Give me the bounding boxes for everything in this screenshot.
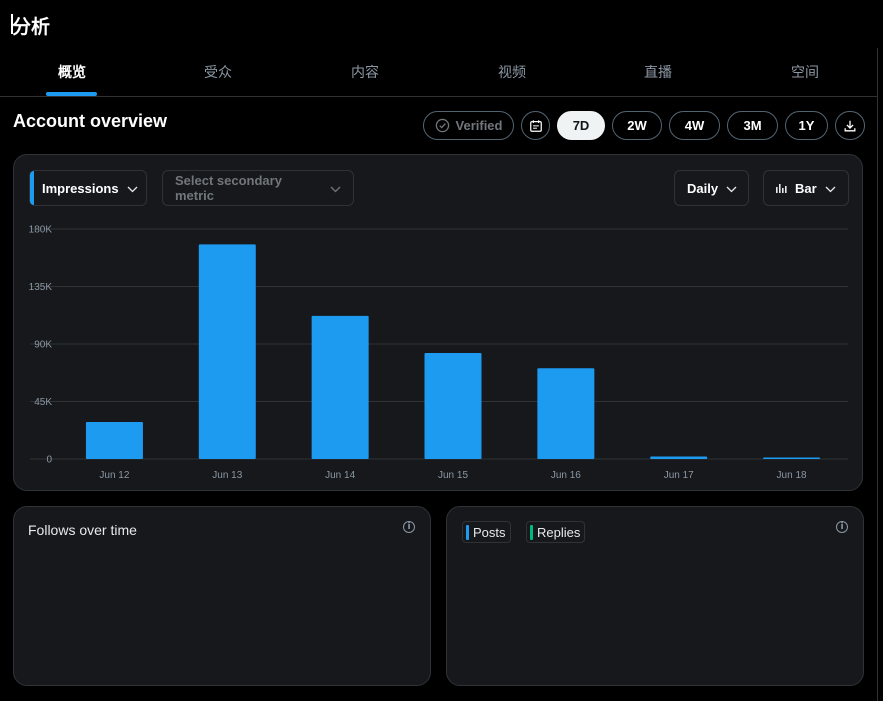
range-3m-button[interactable]: 3M: [727, 111, 778, 140]
y-tick-label: 90K: [34, 340, 52, 351]
chart-type-dropdown[interactable]: Bar: [763, 170, 849, 206]
range-1y-button[interactable]: 1Y: [785, 111, 828, 140]
verified-label: Verified: [455, 118, 503, 133]
legend-posts[interactable]: Posts: [462, 521, 511, 543]
tab-video[interactable]: 视频: [498, 64, 526, 80]
calendar-icon: [529, 119, 543, 133]
chart-type-label: Bar: [795, 180, 817, 196]
metric-color-indicator: [30, 171, 34, 205]
bar-jun-13: [198, 244, 256, 459]
x-tick-label: Jun 13: [212, 470, 242, 481]
bar-jun-15: [424, 352, 482, 459]
chevron-down-icon: [825, 181, 836, 196]
x-tick-label: Jun 17: [664, 470, 694, 481]
legend-replies[interactable]: Replies: [526, 521, 586, 543]
bar-chart-icon: [776, 181, 787, 196]
legend-swatch: [466, 524, 469, 540]
download-button[interactable]: [835, 111, 865, 140]
active-tab-indicator: [46, 92, 97, 96]
legend-label: Replies: [537, 524, 581, 540]
tab-content[interactable]: 内容: [351, 64, 379, 80]
x-tick-label: Jun 15: [438, 470, 468, 481]
follows-card-title: Follows over time: [28, 522, 137, 538]
range-7d-button[interactable]: 7D: [557, 111, 605, 140]
primary-metric-label: Impressions: [42, 180, 119, 196]
legend-label: Posts: [473, 524, 506, 540]
range-4w-button[interactable]: 4W: [669, 111, 720, 140]
follows-card: [13, 506, 431, 686]
text-cursor: [11, 14, 13, 34]
tab-spaces[interactable]: 空间: [791, 64, 819, 80]
chevron-down-icon: [330, 181, 341, 196]
page-title: 分析: [12, 17, 51, 38]
x-tick-label: Jun 12: [99, 470, 129, 481]
info-icon[interactable]: i: [836, 521, 848, 533]
column-divider: [877, 48, 878, 701]
secondary-metric-dropdown[interactable]: Select secondary metric: [162, 170, 354, 206]
x-tick-label: Jun 18: [777, 470, 807, 481]
bar-jun-17: [650, 456, 708, 459]
bar-jun-16: [537, 368, 595, 459]
granularity-label: Daily: [687, 180, 719, 196]
info-icon[interactable]: i: [403, 521, 415, 533]
x-tick-label: Jun 16: [551, 470, 581, 481]
tab-overview[interactable]: 概览: [58, 64, 86, 80]
tab-audience[interactable]: 受众: [204, 64, 232, 80]
tab-live[interactable]: 直播: [644, 64, 672, 80]
y-tick-label: 180K: [29, 225, 53, 236]
primary-metric-dropdown[interactable]: Impressions: [29, 170, 147, 206]
download-icon: [843, 119, 857, 133]
secondary-metric-placeholder: Select secondary metric: [175, 173, 282, 203]
verified-filter-button[interactable]: Verified: [423, 111, 514, 140]
legend-swatch: [530, 524, 533, 540]
section-title: Account overview: [13, 111, 168, 131]
x-tick-label: Jun 14: [325, 470, 355, 481]
check-circle-icon: [435, 118, 450, 133]
y-tick-label: 135K: [29, 282, 53, 293]
chevron-down-icon: [726, 181, 737, 196]
chevron-down-icon: [127, 181, 138, 196]
posts-replies-card: [446, 506, 864, 686]
y-tick-label: 45K: [34, 397, 52, 408]
calendar-button[interactable]: [521, 111, 550, 140]
analytics-tabs: 概览 受众 内容 视频 直播 空间: [0, 48, 877, 97]
bar-jun-18: [763, 457, 821, 459]
range-2w-button[interactable]: 2W: [612, 111, 662, 140]
y-tick-label: 0: [46, 455, 52, 466]
bar-jun-14: [311, 315, 369, 459]
granularity-dropdown[interactable]: Daily: [674, 170, 749, 206]
bar-jun-12: [85, 421, 143, 459]
